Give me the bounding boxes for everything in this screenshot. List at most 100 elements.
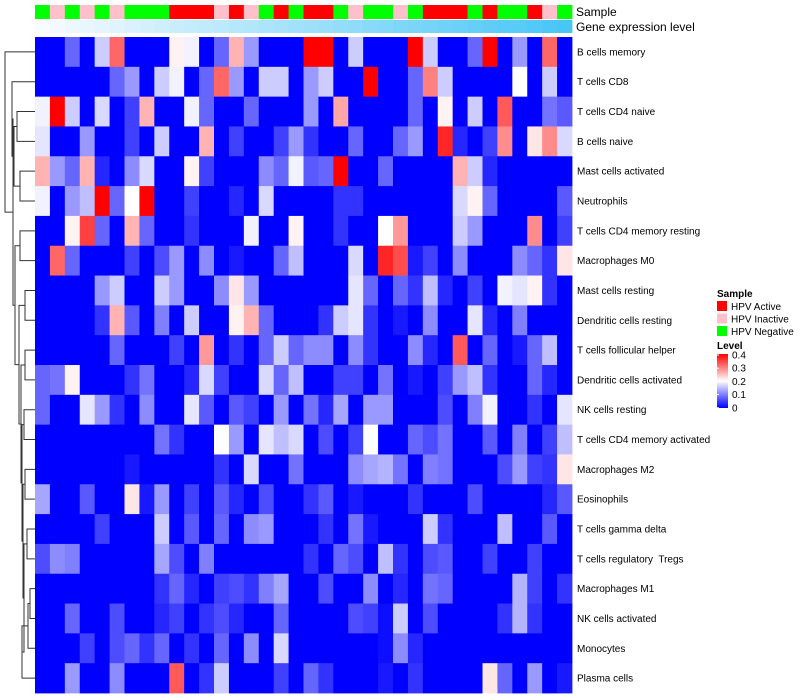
heatmap-cell [184, 156, 200, 187]
sample-annotation-cell [378, 5, 394, 19]
heatmap-cell [512, 96, 528, 127]
heatmap-cell [288, 37, 304, 68]
heatmap-cell [228, 37, 245, 68]
heatmap-cell [422, 66, 439, 98]
heatmap-cell [333, 484, 349, 515]
heatmap-cell [407, 66, 424, 98]
row-label: Monocytes [577, 644, 625, 655]
heatmap-cell [393, 454, 409, 485]
heatmap-cell [228, 633, 245, 664]
dendrogram-branch [16, 111, 35, 142]
sample-annotation-cell [557, 5, 573, 19]
heatmap-cell [258, 663, 275, 694]
heatmap-cell [527, 186, 543, 217]
gene-expression-cell [273, 20, 289, 33]
heatmap-cell [378, 96, 394, 127]
heatmap-cell [497, 365, 513, 396]
heatmap-cell [273, 424, 289, 455]
heatmap-cell [333, 215, 349, 247]
heatmap-cell [303, 156, 319, 187]
sample-annotation-cell [199, 5, 215, 19]
heatmap-cell [303, 245, 319, 276]
heatmap-cell [557, 633, 573, 664]
heatmap-cell [124, 66, 140, 98]
heatmap-cell [542, 484, 558, 515]
heatmap-cell [64, 514, 81, 545]
heatmap-cell [139, 484, 155, 515]
heatmap-cell [109, 603, 125, 634]
heatmap-cell [124, 454, 140, 485]
heatmap-cell [169, 96, 185, 127]
heatmap-cell [199, 126, 215, 157]
heatmap-cell [318, 275, 334, 306]
heatmap-cell [154, 454, 170, 485]
heatmap-cell [393, 484, 409, 515]
heatmap-cell [154, 96, 170, 127]
heatmap-cell [49, 394, 66, 426]
dendrogram-branch [23, 409, 35, 441]
gene-expression-cell [139, 20, 155, 33]
heatmap-cell [214, 66, 230, 98]
heatmap-cell [527, 484, 543, 515]
heatmap-cell [35, 186, 51, 217]
heatmap-cell [527, 215, 543, 247]
heatmap-cell [243, 394, 260, 426]
heatmap-cell [318, 305, 334, 336]
heatmap-cell [79, 37, 96, 68]
heatmap-cell [557, 96, 573, 127]
heatmap-cell [437, 156, 454, 187]
heatmap-cell [422, 365, 439, 396]
heatmap-cell [422, 603, 439, 634]
sample-annotation-cell [243, 5, 260, 19]
heatmap-cell [109, 365, 125, 396]
heatmap-cell [169, 37, 185, 68]
heatmap-cell [49, 365, 66, 396]
heatmap-cell [452, 275, 468, 306]
sample-annotation-cell [542, 5, 558, 19]
heatmap-cell [318, 245, 334, 276]
heatmap-cell [243, 484, 260, 515]
heatmap-cell [318, 96, 334, 127]
heatmap-cell [422, 156, 439, 187]
gene-expression-cell [363, 20, 379, 33]
heatmap-cell [273, 335, 289, 366]
heatmap-cell [527, 275, 543, 306]
heatmap-cell [109, 37, 125, 68]
heatmap-cell [35, 215, 51, 247]
gene-expression-cell [467, 20, 483, 33]
heatmap-cell [482, 543, 498, 575]
heatmap-cell [124, 543, 140, 575]
heatmap-cell [169, 514, 185, 545]
level-tick-label: 0.1 [732, 390, 746, 401]
heatmap-cell [79, 424, 96, 455]
sample-annotation-cell [363, 5, 379, 19]
heatmap-cell [139, 365, 155, 396]
gene-expression-cell [288, 20, 304, 33]
heatmap-cell [79, 186, 96, 217]
heatmap-cell [258, 126, 275, 157]
heatmap-cell [497, 156, 513, 187]
gene-expression-cell [303, 20, 319, 33]
heatmap-cell [363, 335, 379, 366]
heatmap-cell [378, 454, 394, 485]
heatmap-cell [497, 514, 513, 545]
heatmap-cell [169, 156, 185, 187]
heatmap-cell [393, 543, 409, 575]
sample-annotation-cell [169, 5, 185, 19]
heatmap-cell [318, 37, 334, 68]
heatmap-cell [139, 394, 155, 426]
heatmap-cell [542, 245, 558, 276]
heatmap-cell [243, 66, 260, 98]
gene-expression-cell [437, 20, 454, 33]
dendrogram-branch [29, 588, 35, 619]
heatmap-cell [542, 335, 558, 366]
heatmap-cell [393, 186, 409, 217]
heatmap-cell [214, 394, 230, 426]
heatmap-cell [273, 514, 289, 545]
heatmap-cell [49, 66, 66, 98]
heatmap-cell [318, 365, 334, 396]
heatmap-cell [273, 66, 289, 98]
heatmap-cell [393, 633, 409, 664]
heatmap-cell [318, 186, 334, 217]
heatmap-cell [437, 514, 454, 545]
